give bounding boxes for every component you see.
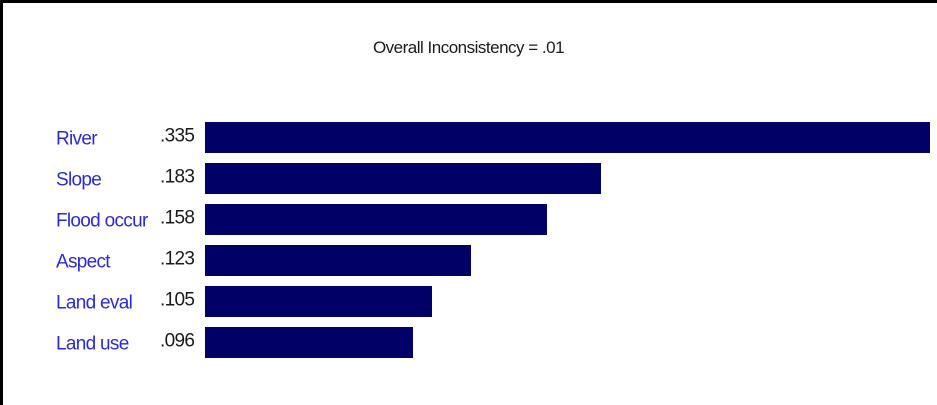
bar bbox=[205, 163, 601, 194]
chart-title: Overall Inconsistency = .01 bbox=[372, 38, 565, 57]
value-label: .158 bbox=[160, 208, 194, 229]
value-label: .105 bbox=[160, 290, 194, 311]
category-label: Flood occur bbox=[56, 211, 149, 232]
value-label: .335 bbox=[160, 126, 194, 147]
category-label: Slope bbox=[56, 170, 101, 191]
bar bbox=[205, 286, 432, 317]
value-label: .123 bbox=[160, 249, 194, 270]
bar bbox=[205, 204, 547, 235]
value-label: .183 bbox=[160, 167, 194, 188]
bar bbox=[205, 122, 930, 153]
frame-top-border bbox=[0, 0, 937, 3]
value-label: .096 bbox=[160, 331, 194, 352]
category-label: Land use bbox=[56, 334, 129, 355]
frame-left-border bbox=[0, 0, 3, 405]
bar bbox=[205, 245, 471, 276]
category-label: River bbox=[56, 129, 98, 150]
bar bbox=[205, 327, 413, 358]
category-label: Aspect bbox=[56, 252, 111, 273]
category-label: Land eval bbox=[56, 293, 132, 314]
